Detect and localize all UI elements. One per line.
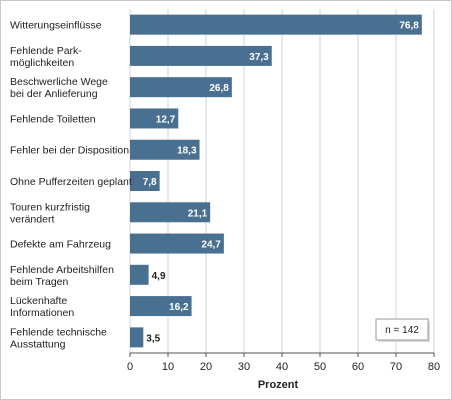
- x-tick-label: 80: [428, 361, 440, 373]
- bar: [130, 327, 144, 348]
- category-label-line: Fehlende technische: [10, 326, 107, 338]
- category-label: Fehlende Toiletten: [10, 113, 96, 125]
- x-tick-label: 30: [238, 361, 250, 373]
- bar: [130, 202, 211, 223]
- category-labels: Witterungseinflüsse Fehlende Park-möglich…: [10, 20, 132, 351]
- bar-value-label: 26,8: [209, 83, 229, 94]
- bar: [130, 171, 160, 191]
- category-label-line: bei der Anlieferung: [10, 88, 98, 100]
- category-label-line: Witterungseinflüsse: [10, 20, 102, 32]
- category-label: Lückenhafte Informationen: [10, 295, 74, 319]
- bar-value-label: 7,8: [143, 177, 157, 188]
- bar: [130, 139, 200, 160]
- category-label-line: Fehlende Toiletten: [10, 113, 96, 125]
- category-label: Defekte am Fahrzeug: [10, 239, 111, 251]
- bar: [130, 108, 179, 129]
- gridlines: [129, 9, 435, 353]
- category-label-line: beim Tragen: [10, 276, 69, 288]
- bar-value-label: 76,8: [399, 21, 419, 32]
- bar: [130, 45, 272, 66]
- bar: [130, 296, 192, 317]
- bar-value-label: 4,9: [152, 271, 166, 282]
- bar-value-label: 18,3: [177, 146, 197, 157]
- category-label-line: Informationen: [10, 307, 74, 319]
- category-label: Fehlende technische Ausstattung: [10, 326, 107, 350]
- category-label-line: möglichkeiten: [10, 57, 74, 69]
- category-label-line: Ohne Pufferzeiten geplant: [10, 176, 132, 188]
- category-label-line: Fehlende Park-: [10, 45, 82, 57]
- category-label: Touren kurzfristig verändert: [10, 201, 90, 225]
- bar: [130, 264, 149, 285]
- category-label-line: verändert: [10, 213, 54, 225]
- category-label: Fehlende Park-möglichkeiten: [10, 45, 82, 69]
- x-tick-label: 70: [390, 361, 402, 373]
- bar-value-label: 37,3: [249, 52, 269, 63]
- bars: 76,8 37,3 26,8 12,7 18,3 7,8 21,1 24,7 4,9 16,2 3,…: [130, 14, 422, 348]
- x-tick-label: 20: [200, 361, 212, 373]
- bar: [130, 14, 422, 35]
- category-label-line: Touren kurzfristig: [10, 201, 90, 213]
- x-tick-label: 0: [127, 361, 133, 373]
- bar: [130, 233, 224, 254]
- x-tick-label: 40: [276, 361, 288, 373]
- sample-size-label: n = 142: [385, 325, 419, 336]
- bar-value-label: 21,1: [188, 208, 208, 219]
- sample-size-note: n = 142: [375, 318, 430, 342]
- category-label: Fehlende Arbeitshilfen beim Tragen: [10, 264, 114, 288]
- category-label: Fehler bei der Disposition: [10, 145, 129, 157]
- x-axis: 0 10 20 30 40 50 60 70 80 Prozent: [127, 352, 440, 391]
- bar-value-label: 3,5: [146, 333, 160, 344]
- x-tick-label: 60: [352, 361, 364, 373]
- category-label: Witterungseinflüsse: [10, 20, 102, 32]
- note-box: [375, 318, 429, 341]
- category-label-line: Fehlende Arbeitshilfen: [10, 264, 114, 276]
- bar-value-label: 16,2: [169, 302, 189, 313]
- category-label-line: Lückenhafte: [10, 295, 67, 307]
- category-label: Ohne Pufferzeiten geplant: [10, 176, 132, 188]
- category-label-line: Ausstattung: [10, 338, 66, 350]
- category-label: Beschwerliche Wege bei der Anlieferung: [10, 76, 108, 100]
- category-label-line: Defekte am Fahrzeug: [10, 239, 111, 251]
- bar-value-label: 24,7: [201, 240, 221, 251]
- bar-value-label: 12,7: [156, 114, 176, 125]
- bar: [130, 77, 232, 98]
- category-label-line: Fehler bei der Disposition: [10, 145, 129, 157]
- category-label-line: Beschwerliche Wege: [10, 76, 108, 88]
- x-tick-label: 50: [314, 361, 326, 373]
- x-axis-title: Prozent: [258, 379, 299, 391]
- x-tick-label: 10: [162, 361, 174, 373]
